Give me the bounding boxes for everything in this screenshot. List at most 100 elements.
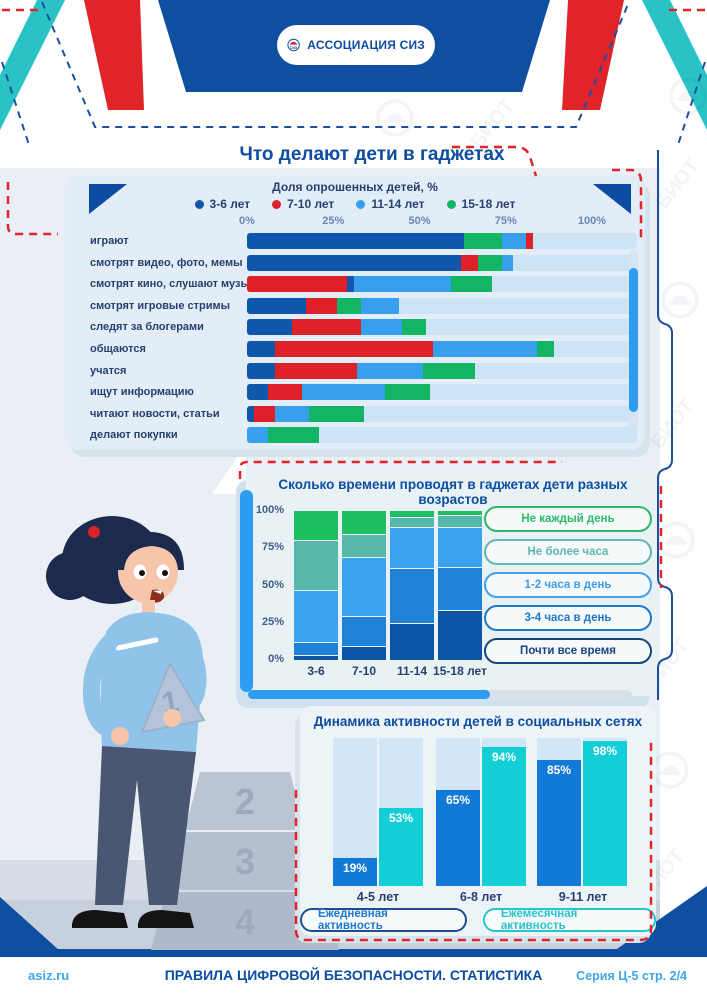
- bar-monthly: 94%: [482, 746, 526, 886]
- activity-row: смотрят видео, фото, мемы: [65, 254, 645, 271]
- legend-item: 15-18 лет: [446, 197, 516, 211]
- legend-label: 11-14 лет: [371, 197, 425, 211]
- header-teal-band-left: [0, 0, 65, 130]
- bar-segment-age_3_6: [247, 233, 465, 249]
- shoe: [138, 910, 194, 928]
- activity-track: [247, 276, 637, 293]
- hair-tie: [88, 526, 100, 538]
- stack-segment-h3_4: [342, 616, 386, 646]
- category-label: 6-8 лет: [459, 890, 503, 904]
- bar-segment-age_11_14: [433, 340, 537, 357]
- scrollbar-thumb[interactable]: [240, 490, 253, 692]
- bar-segment-age_7_10: [274, 340, 434, 357]
- activity-track: [247, 384, 637, 401]
- value-label: 65%: [445, 792, 471, 807]
- activity-label: ищут информацию: [90, 386, 194, 399]
- svg-text:СИЗ: СИЗ: [290, 46, 298, 50]
- chart1-panel: Доля опрошенных детей, % 3-6 лет 7-10 лет…: [65, 175, 645, 450]
- age_3_6-dot-icon: [194, 199, 204, 209]
- bar-segment-age_15_18: [536, 340, 555, 357]
- activity-row: смотрят кино, слушают музыку: [65, 276, 645, 293]
- activity-label: следят за блогерами: [90, 321, 204, 334]
- legend-pill: Не более часа: [484, 539, 652, 565]
- legend-pill: Не каждый день: [484, 506, 652, 532]
- age-column: [294, 510, 338, 660]
- legend-item: 11-14 лет: [356, 197, 425, 211]
- stack-segment-under_hour: [342, 535, 386, 557]
- value-label: 98%: [592, 743, 618, 758]
- bar-segment-age_11_14: [247, 427, 268, 444]
- bar-segment-age_15_18: [267, 427, 320, 444]
- value-label: 94%: [491, 749, 517, 764]
- stack-segment-almost_always: [294, 655, 338, 660]
- stack-segment-almost_always: [342, 646, 386, 660]
- category-label: 7-10: [351, 664, 377, 678]
- bar-segment-age_3_6: [247, 384, 268, 401]
- legend-label: 7-10 лет: [287, 197, 335, 211]
- legend-pill: Ежедневная активность: [300, 908, 467, 932]
- activity-track: [247, 427, 637, 444]
- activity-row: общаются: [65, 340, 645, 357]
- stack-segment-h1_2: [390, 527, 434, 569]
- bar-segment-age_11_14: [353, 276, 451, 293]
- value-label: 19%: [342, 860, 368, 875]
- stack-segment-h1_2: [438, 527, 482, 567]
- age_11_14-dot-icon: [356, 199, 366, 209]
- axis-tick: 75%: [494, 215, 517, 227]
- stack-segment-not_daily: [294, 511, 338, 541]
- axis-tick: 25%: [322, 215, 345, 227]
- activity-track: [247, 233, 637, 249]
- stack-segment-h3_4: [438, 567, 482, 610]
- value-label: 53%: [388, 810, 414, 825]
- footer: asiz.ru ПРАВИЛА ЦИФРОВОЙ БЕЗОПАСНОСТИ. С…: [0, 957, 707, 1000]
- activity-label: смотрят игровые стримы: [90, 299, 231, 312]
- bar-segment-age_11_14: [502, 233, 527, 249]
- pyramid-level-4: 4: [235, 901, 255, 942]
- bar-segment-age_15_18: [336, 297, 361, 314]
- shoe: [72, 910, 128, 928]
- stack-segment-under_hour: [438, 516, 482, 527]
- bar-segment-age_3_6: [247, 297, 306, 314]
- chart2-panel: Сколько времени проводят в гаджетах дети…: [246, 468, 660, 696]
- scrollbar-thumb[interactable]: [629, 268, 638, 412]
- activity-track: [247, 319, 637, 336]
- bar-segment-age_15_18: [450, 276, 492, 293]
- site-link[interactable]: asiz.ru: [28, 968, 70, 983]
- activity-track: [247, 362, 637, 379]
- activity-label: общаются: [90, 342, 146, 355]
- progress-fill: [248, 690, 490, 699]
- legend-pill: 1-2 часа в день: [484, 572, 652, 598]
- chart1-subtitle: Доля опрошенных детей, %: [272, 180, 438, 194]
- bar-segment-age_7_10: [247, 276, 348, 293]
- activity-label: играют: [90, 235, 129, 247]
- value-label: 85%: [546, 763, 572, 778]
- axis-tick: 0%: [268, 653, 284, 665]
- category-label: 3-6: [307, 664, 325, 678]
- chart1-rows: играют смотрят видео, фото, мемы смотрят к…: [65, 233, 645, 449]
- legend-pill: Ежемесячная активность: [482, 908, 656, 932]
- stack-segment-h3_4: [294, 643, 338, 655]
- chart3-legend: Ежедневная активность Ежемесячная активно…: [300, 908, 656, 932]
- axis-tick: 75%: [261, 541, 284, 554]
- bar-segment-age_7_10: [274, 362, 358, 379]
- bar-segment-age_7_10: [305, 297, 337, 314]
- stack-segment-h1_2: [342, 557, 386, 616]
- axis-tick: 50%: [261, 578, 284, 591]
- bar-segment-age_11_14: [502, 254, 513, 271]
- chart1-legend: 3-6 лет 7-10 лет 11-14 лет 15-18 лет: [65, 197, 645, 211]
- legend-item: 3-6 лет: [194, 197, 250, 211]
- face: [118, 541, 178, 603]
- bar-segment-age_11_14: [357, 362, 423, 379]
- activity-row: читают новости, статьи: [65, 405, 645, 422]
- activity-track: [247, 405, 637, 422]
- header-red-band-right: [562, 0, 624, 110]
- bar-monthly: 53%: [379, 807, 423, 886]
- logo-emblem-icon: СИЗ: [287, 38, 300, 52]
- legend-item: 7-10 лет: [272, 197, 334, 211]
- stack-segment-h1_2: [294, 591, 338, 643]
- stack-segment-not_daily: [342, 511, 386, 535]
- bar-daily: 65%: [436, 789, 480, 886]
- axis-tick: 100%: [255, 504, 284, 516]
- legend-label: 15-18 лет: [461, 197, 516, 211]
